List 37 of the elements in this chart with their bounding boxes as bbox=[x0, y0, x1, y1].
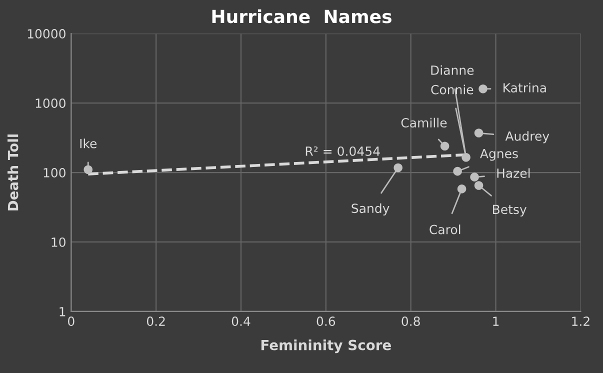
x-tick-label: 0 bbox=[68, 316, 74, 326]
x-axis-title: Femininity Score bbox=[261, 340, 391, 354]
annotation: R² = 0.0454 bbox=[306, 146, 380, 156]
point bbox=[462, 153, 470, 162]
x-tick-label: 0.8 bbox=[402, 316, 420, 326]
annotation: Ike bbox=[80, 138, 97, 148]
x-tick-label: 0.4 bbox=[232, 316, 250, 326]
annotation: Connie bbox=[431, 84, 474, 94]
y-tick-label: 1000 bbox=[36, 98, 66, 108]
point bbox=[440, 142, 450, 150]
annotation: Hazel bbox=[497, 168, 530, 178]
annotation: Camille bbox=[401, 118, 447, 128]
x-tick-label: 1.2 bbox=[572, 316, 590, 326]
x-tick-label: 0.2 bbox=[146, 316, 165, 326]
point bbox=[474, 181, 484, 190]
annotation: Agnes bbox=[480, 149, 518, 161]
y-tick-label: 1 bbox=[60, 307, 66, 316]
chart-title: Hurricane Names bbox=[212, 9, 392, 24]
annotation: Audrey bbox=[505, 131, 550, 144]
annotation: Sandy bbox=[352, 203, 390, 216]
y-axis-title: Death Toll bbox=[8, 134, 18, 210]
annotation: Dianne bbox=[431, 65, 474, 75]
point bbox=[457, 184, 466, 194]
x-tick-label: 0.6 bbox=[316, 316, 336, 326]
y-tick-label: 10000 bbox=[28, 29, 66, 38]
point bbox=[470, 172, 479, 182]
y-tick-label: 100 bbox=[44, 168, 66, 178]
point bbox=[478, 84, 488, 94]
point bbox=[453, 166, 462, 176]
annotation: Betsy bbox=[493, 204, 527, 217]
x-tick-label: 1 bbox=[493, 316, 499, 326]
point bbox=[394, 163, 402, 172]
annotation: Katrina bbox=[504, 82, 546, 92]
point bbox=[474, 128, 484, 138]
annotation: Carol bbox=[430, 224, 460, 234]
y-tick-label: 10 bbox=[52, 237, 66, 247]
point bbox=[84, 165, 93, 174]
